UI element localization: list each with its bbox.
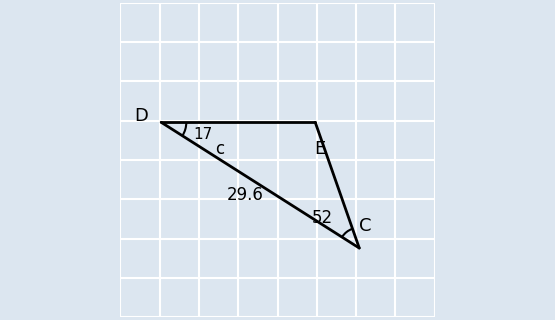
Text: E: E (314, 140, 326, 157)
Text: c: c (215, 140, 224, 157)
Text: 29.6: 29.6 (227, 186, 264, 204)
Text: D: D (135, 107, 149, 125)
Text: C: C (359, 218, 372, 236)
Text: 52: 52 (311, 210, 332, 228)
Text: 17: 17 (194, 127, 213, 142)
